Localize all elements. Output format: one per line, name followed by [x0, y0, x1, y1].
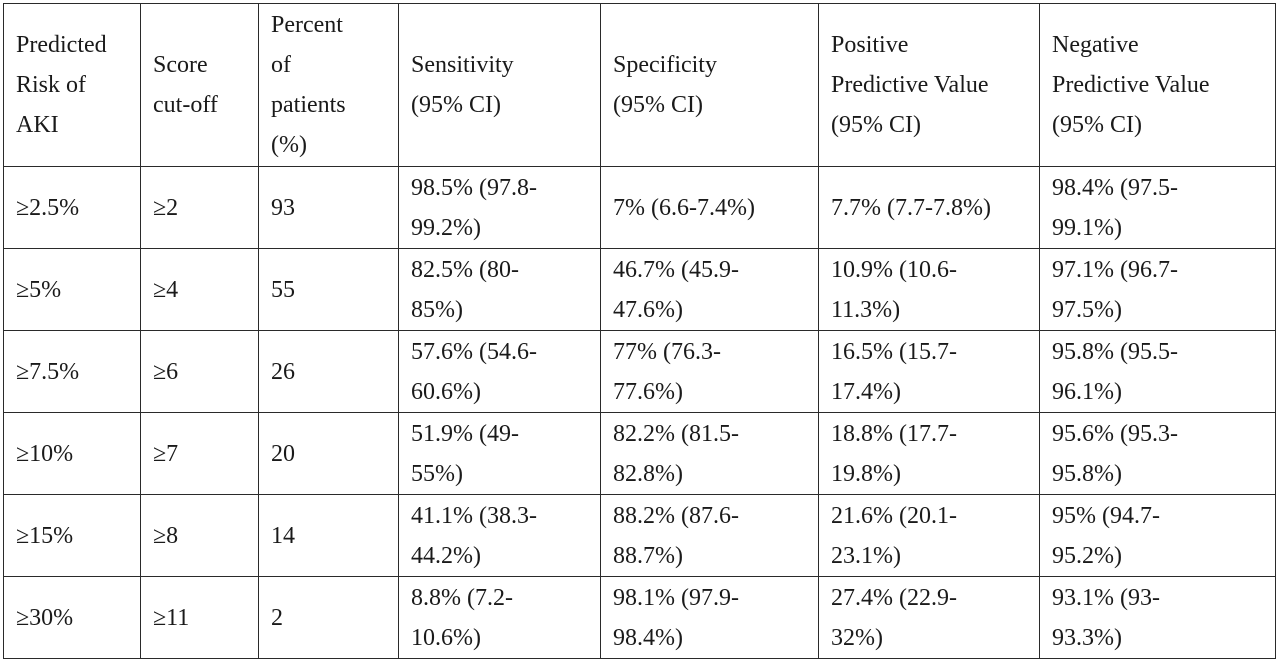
- table-row: ≥15% ≥8 14 41.1% (38.3- 44.2%) 88.2% (87…: [3, 494, 1276, 577]
- cell-percent-patients: 2: [258, 576, 399, 659]
- cell-ppv: 18.8% (17.7- 19.8%): [818, 412, 1040, 495]
- cell-ppv: 7.7% (7.7-7.8%): [818, 166, 1040, 249]
- cell-predicted-risk: ≥15%: [3, 494, 141, 577]
- header-ppv: Positive Predictive Value (95% CI): [818, 3, 1040, 167]
- cell-predicted-risk: ≥7.5%: [3, 330, 141, 413]
- cell-specificity: 77% (76.3- 77.6%): [600, 330, 819, 413]
- cell-sensitivity: 82.5% (80- 85%): [398, 248, 601, 331]
- cell-score-cutoff: ≥4: [140, 248, 259, 331]
- cell-npv: 97.1% (96.7- 97.5%): [1039, 248, 1276, 331]
- cell-sensitivity: 98.5% (97.8- 99.2%): [398, 166, 601, 249]
- header-score-cutoff: Score cut-off: [140, 3, 259, 167]
- cell-percent-patients: 20: [258, 412, 399, 495]
- cell-ppv: 16.5% (15.7- 17.4%): [818, 330, 1040, 413]
- cell-score-cutoff: ≥11: [140, 576, 259, 659]
- cell-predicted-risk: ≥30%: [3, 576, 141, 659]
- cell-ppv: 27.4% (22.9- 32%): [818, 576, 1040, 659]
- cell-score-cutoff: ≥7: [140, 412, 259, 495]
- cell-score-cutoff: ≥6: [140, 330, 259, 413]
- cell-specificity: 82.2% (81.5- 82.8%): [600, 412, 819, 495]
- header-row: Predicted Risk of AKI Score cut-off Perc…: [3, 3, 1276, 167]
- cell-sensitivity: 57.6% (54.6- 60.6%): [398, 330, 601, 413]
- cell-percent-patients: 55: [258, 248, 399, 331]
- cell-percent-patients: 14: [258, 494, 399, 577]
- results-table: Predicted Risk of AKI Score cut-off Perc…: [3, 3, 1276, 659]
- header-sensitivity: Sensitivity (95% CI): [398, 3, 601, 167]
- header-percent-patients: Percent of patients (%): [258, 3, 399, 167]
- cell-npv: 95.8% (95.5- 96.1%): [1039, 330, 1276, 413]
- cell-score-cutoff: ≥2: [140, 166, 259, 249]
- table-row: ≥5% ≥4 55 82.5% (80- 85%) 46.7% (45.9- 4…: [3, 248, 1276, 331]
- cell-npv: 95.6% (95.3- 95.8%): [1039, 412, 1276, 495]
- table-row: ≥10% ≥7 20 51.9% (49- 55%) 82.2% (81.5- …: [3, 412, 1276, 495]
- cell-score-cutoff: ≥8: [140, 494, 259, 577]
- header-specificity: Specificity (95% CI): [600, 3, 819, 167]
- cell-sensitivity: 41.1% (38.3- 44.2%): [398, 494, 601, 577]
- cell-npv: 95% (94.7- 95.2%): [1039, 494, 1276, 577]
- cell-sensitivity: 51.9% (49- 55%): [398, 412, 601, 495]
- table-row: ≥2.5% ≥2 93 98.5% (97.8- 99.2%) 7% (6.6-…: [3, 166, 1276, 249]
- cell-predicted-risk: ≥10%: [3, 412, 141, 495]
- cell-percent-patients: 93: [258, 166, 399, 249]
- cell-sensitivity: 8.8% (7.2- 10.6%): [398, 576, 601, 659]
- cell-npv: 93.1% (93- 93.3%): [1039, 576, 1276, 659]
- cell-specificity: 46.7% (45.9- 47.6%): [600, 248, 819, 331]
- cell-ppv: 10.9% (10.6- 11.3%): [818, 248, 1040, 331]
- cell-predicted-risk: ≥5%: [3, 248, 141, 331]
- header-npv: Negative Predictive Value (95% CI): [1039, 3, 1276, 167]
- cell-predicted-risk: ≥2.5%: [3, 166, 141, 249]
- cell-npv: 98.4% (97.5- 99.1%): [1039, 166, 1276, 249]
- header-predicted-risk: Predicted Risk of AKI: [3, 3, 141, 167]
- table-body: ≥2.5% ≥2 93 98.5% (97.8- 99.2%) 7% (6.6-…: [3, 166, 1276, 659]
- table-header: Predicted Risk of AKI Score cut-off Perc…: [3, 3, 1276, 167]
- cell-percent-patients: 26: [258, 330, 399, 413]
- cell-specificity: 7% (6.6-7.4%): [600, 166, 819, 249]
- table-row: ≥30% ≥11 2 8.8% (7.2- 10.6%) 98.1% (97.9…: [3, 576, 1276, 659]
- cell-specificity: 88.2% (87.6- 88.7%): [600, 494, 819, 577]
- cell-specificity: 98.1% (97.9- 98.4%): [600, 576, 819, 659]
- table-row: ≥7.5% ≥6 26 57.6% (54.6- 60.6%) 77% (76.…: [3, 330, 1276, 413]
- cell-ppv: 21.6% (20.1- 23.1%): [818, 494, 1040, 577]
